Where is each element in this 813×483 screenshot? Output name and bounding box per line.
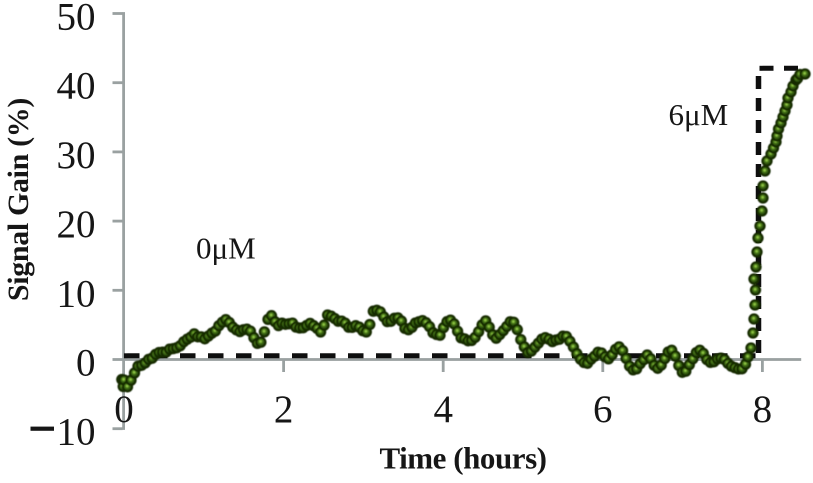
svg-text:10: 10 <box>57 272 96 315</box>
svg-text:Time (hours): Time (hours) <box>379 441 546 476</box>
svg-text:0: 0 <box>76 342 96 385</box>
svg-text:30: 30 <box>57 134 96 177</box>
svg-text:50: 50 <box>57 0 96 39</box>
svg-text:0μM: 0μM <box>196 231 256 266</box>
svg-text:10: 10 <box>57 411 96 454</box>
svg-text:6: 6 <box>593 388 613 431</box>
svg-text:4: 4 <box>433 388 453 431</box>
svg-text:0: 0 <box>114 388 134 431</box>
svg-text:2: 2 <box>274 388 294 431</box>
svg-text:Signal Gain (%): Signal Gain (%) <box>2 98 35 301</box>
svg-text:40: 40 <box>57 65 96 108</box>
svg-text:20: 20 <box>57 203 96 246</box>
svg-text:8: 8 <box>753 388 773 431</box>
svg-text:6μM: 6μM <box>669 97 729 132</box>
